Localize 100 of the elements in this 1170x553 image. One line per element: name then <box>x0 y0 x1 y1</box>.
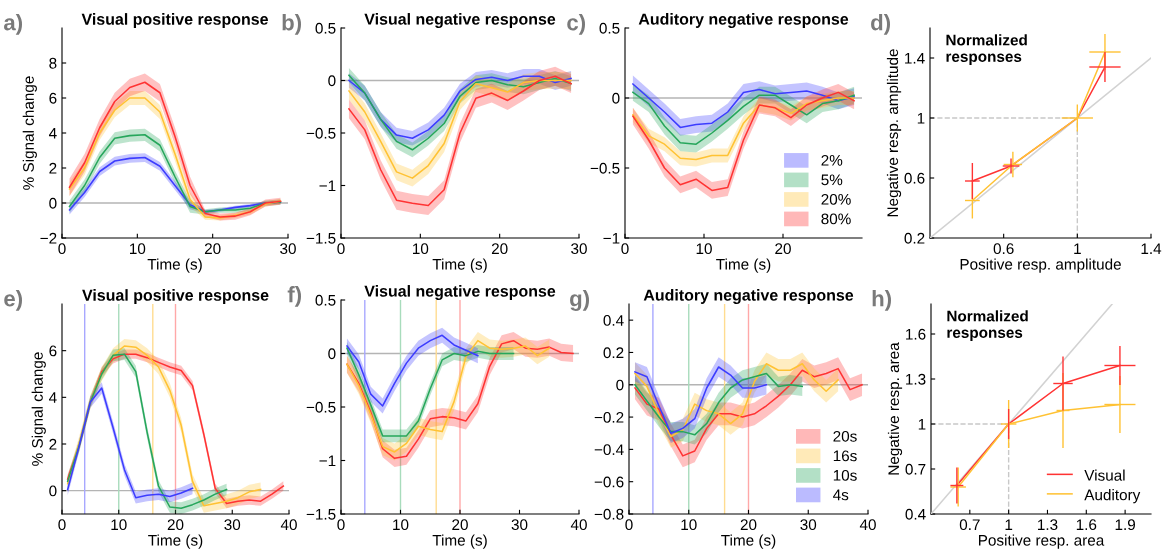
x-tick-label: 30 <box>511 519 528 531</box>
x-tick-label: 10 <box>111 519 127 531</box>
y-tick-label: 0.5 <box>315 294 336 306</box>
legend-label: 16s <box>833 450 857 462</box>
x-axis-title: Time (s) <box>721 534 776 549</box>
x-tick-label: 1.3 <box>1038 519 1058 531</box>
x-axis-title: Time (s) <box>432 258 487 273</box>
y-tick-label: 0.4 <box>603 315 624 326</box>
x-axis-title: Positive resp. area <box>978 534 1105 549</box>
y-tick-label: −0.5 <box>306 401 336 413</box>
y-axis-title: % Signal change <box>22 76 37 190</box>
x-tick-label: 1.4 <box>1141 243 1162 254</box>
x-tick-label: 0 <box>625 519 633 531</box>
y-tick-label: 4 <box>48 128 57 139</box>
x-tick-label: 0 <box>337 243 345 255</box>
x-tick-label: 30 <box>571 243 587 255</box>
x-tick-label: 10 <box>413 243 429 255</box>
legend-label: 20s <box>833 430 857 442</box>
x-tick-label: 40 <box>280 519 297 531</box>
text: d) <box>871 14 891 35</box>
y-tick-label: −1 <box>319 180 336 192</box>
y-axis-title: Negative resp. amplitude <box>886 49 902 217</box>
y-tick-label: 0.5 <box>315 22 336 34</box>
y-tick-label: −1 <box>319 455 336 467</box>
legend-label: Visual <box>1084 469 1125 481</box>
annotation: g) <box>570 290 590 311</box>
y-tick-label: 0.4 <box>905 508 926 520</box>
x-tick-label: 20 <box>204 243 221 255</box>
x-tick-label: 30 <box>800 519 817 531</box>
y-tick-label: −0.5 <box>590 162 620 174</box>
legend-label: Auditory <box>1084 489 1141 504</box>
y-tick-label: 2 <box>49 162 57 174</box>
legend-label: 5% <box>821 174 843 186</box>
y-tick-label: −0.8 <box>594 508 624 520</box>
x-tick-label: 20 <box>775 243 791 255</box>
y-tick-label: −1 <box>603 233 620 244</box>
y-tick-label: 1 <box>918 419 926 430</box>
legend-label: 10s <box>833 469 857 481</box>
y-tick-label: 0.6 <box>904 172 925 184</box>
y-axis-title: Negative resp. area <box>887 342 903 475</box>
x-tick-label: 20 <box>491 243 508 255</box>
y-tick-label: 8 <box>49 57 57 69</box>
y-tick-label: −0.6 <box>594 476 624 488</box>
y-tick-label: 0.2 <box>904 232 925 244</box>
y-tick-label: 0 <box>49 485 57 497</box>
y-tick-label: 6 <box>49 345 57 357</box>
annotation: b) <box>282 14 302 35</box>
chart-title: Auditory negative response <box>643 289 854 304</box>
legend-label: 4s <box>833 489 849 501</box>
x-tick-label: 40 <box>570 519 587 531</box>
y-tick-label: 0.2 <box>603 347 624 359</box>
chart-title: Visual negative response <box>364 13 556 28</box>
x-tick-label: 0.7 <box>959 519 980 531</box>
legend-label: 80% <box>821 213 851 225</box>
y-tick-label: 1.6 <box>906 328 926 340</box>
x-tick-label: 10 <box>681 519 697 531</box>
y-tick-label: 1.3 <box>906 373 926 385</box>
y-axis-title: % Signal change <box>31 352 46 466</box>
y-tick-label: 0 <box>612 92 620 104</box>
y-tick-label: −1.5 <box>306 509 336 520</box>
x-tick-label: 0 <box>337 519 345 531</box>
y-tick-label: −0.4 <box>594 444 624 456</box>
chart-title: Auditory negative response <box>638 13 849 28</box>
y-tick-label: −0.5 <box>306 127 336 139</box>
x-tick-label: 0.6 <box>993 243 1014 255</box>
x-tick-label: 1 <box>1074 243 1081 254</box>
y-tick-label: 0 <box>49 197 57 209</box>
y-tick-label: −1.5 <box>306 233 336 244</box>
annotation: f) <box>287 286 302 307</box>
legend-label: 20% <box>821 193 851 205</box>
x-tick-label: 20 <box>167 519 184 531</box>
x-tick-label: 1 <box>1005 519 1013 530</box>
y-tick-label: 0.7 <box>905 463 926 475</box>
text: a) <box>4 14 23 35</box>
x-tick-label: 20 <box>740 519 757 531</box>
x-tick-label: 20 <box>452 519 468 531</box>
chart-title: Visual positive response <box>81 13 268 28</box>
text: h) <box>872 290 892 311</box>
y-tick-label: −2 <box>40 232 57 244</box>
x-tick-label: 1.6 <box>1076 519 1097 531</box>
x-axis-title: Time (s) <box>148 534 203 549</box>
annotation: Normalized responses <box>947 310 1028 341</box>
x-tick-label: 10 <box>393 519 409 531</box>
x-axis-title: Positive resp. amplitude <box>960 258 1121 273</box>
y-tick-label: 0 <box>616 379 624 391</box>
x-tick-label: 30 <box>280 243 296 255</box>
y-tick-label: 1.4 <box>905 53 925 64</box>
chart-title: Visual negative response <box>364 285 556 300</box>
x-tick-label: 0 <box>58 243 66 255</box>
y-tick-label: 0 <box>328 75 336 87</box>
y-tick-label: 1 <box>917 113 925 124</box>
annotation: Normalized responses <box>946 34 1027 65</box>
y-tick-label: −0.2 <box>594 411 624 423</box>
x-axis-title: Time (s) <box>716 258 771 273</box>
x-tick-label: 40 <box>859 519 876 531</box>
y-tick-label: 2 <box>49 438 57 450</box>
text: e) <box>4 290 23 311</box>
x-tick-label: 10 <box>696 243 712 255</box>
legend-label: 2% <box>821 154 843 166</box>
y-tick-label: 4 <box>48 392 57 403</box>
